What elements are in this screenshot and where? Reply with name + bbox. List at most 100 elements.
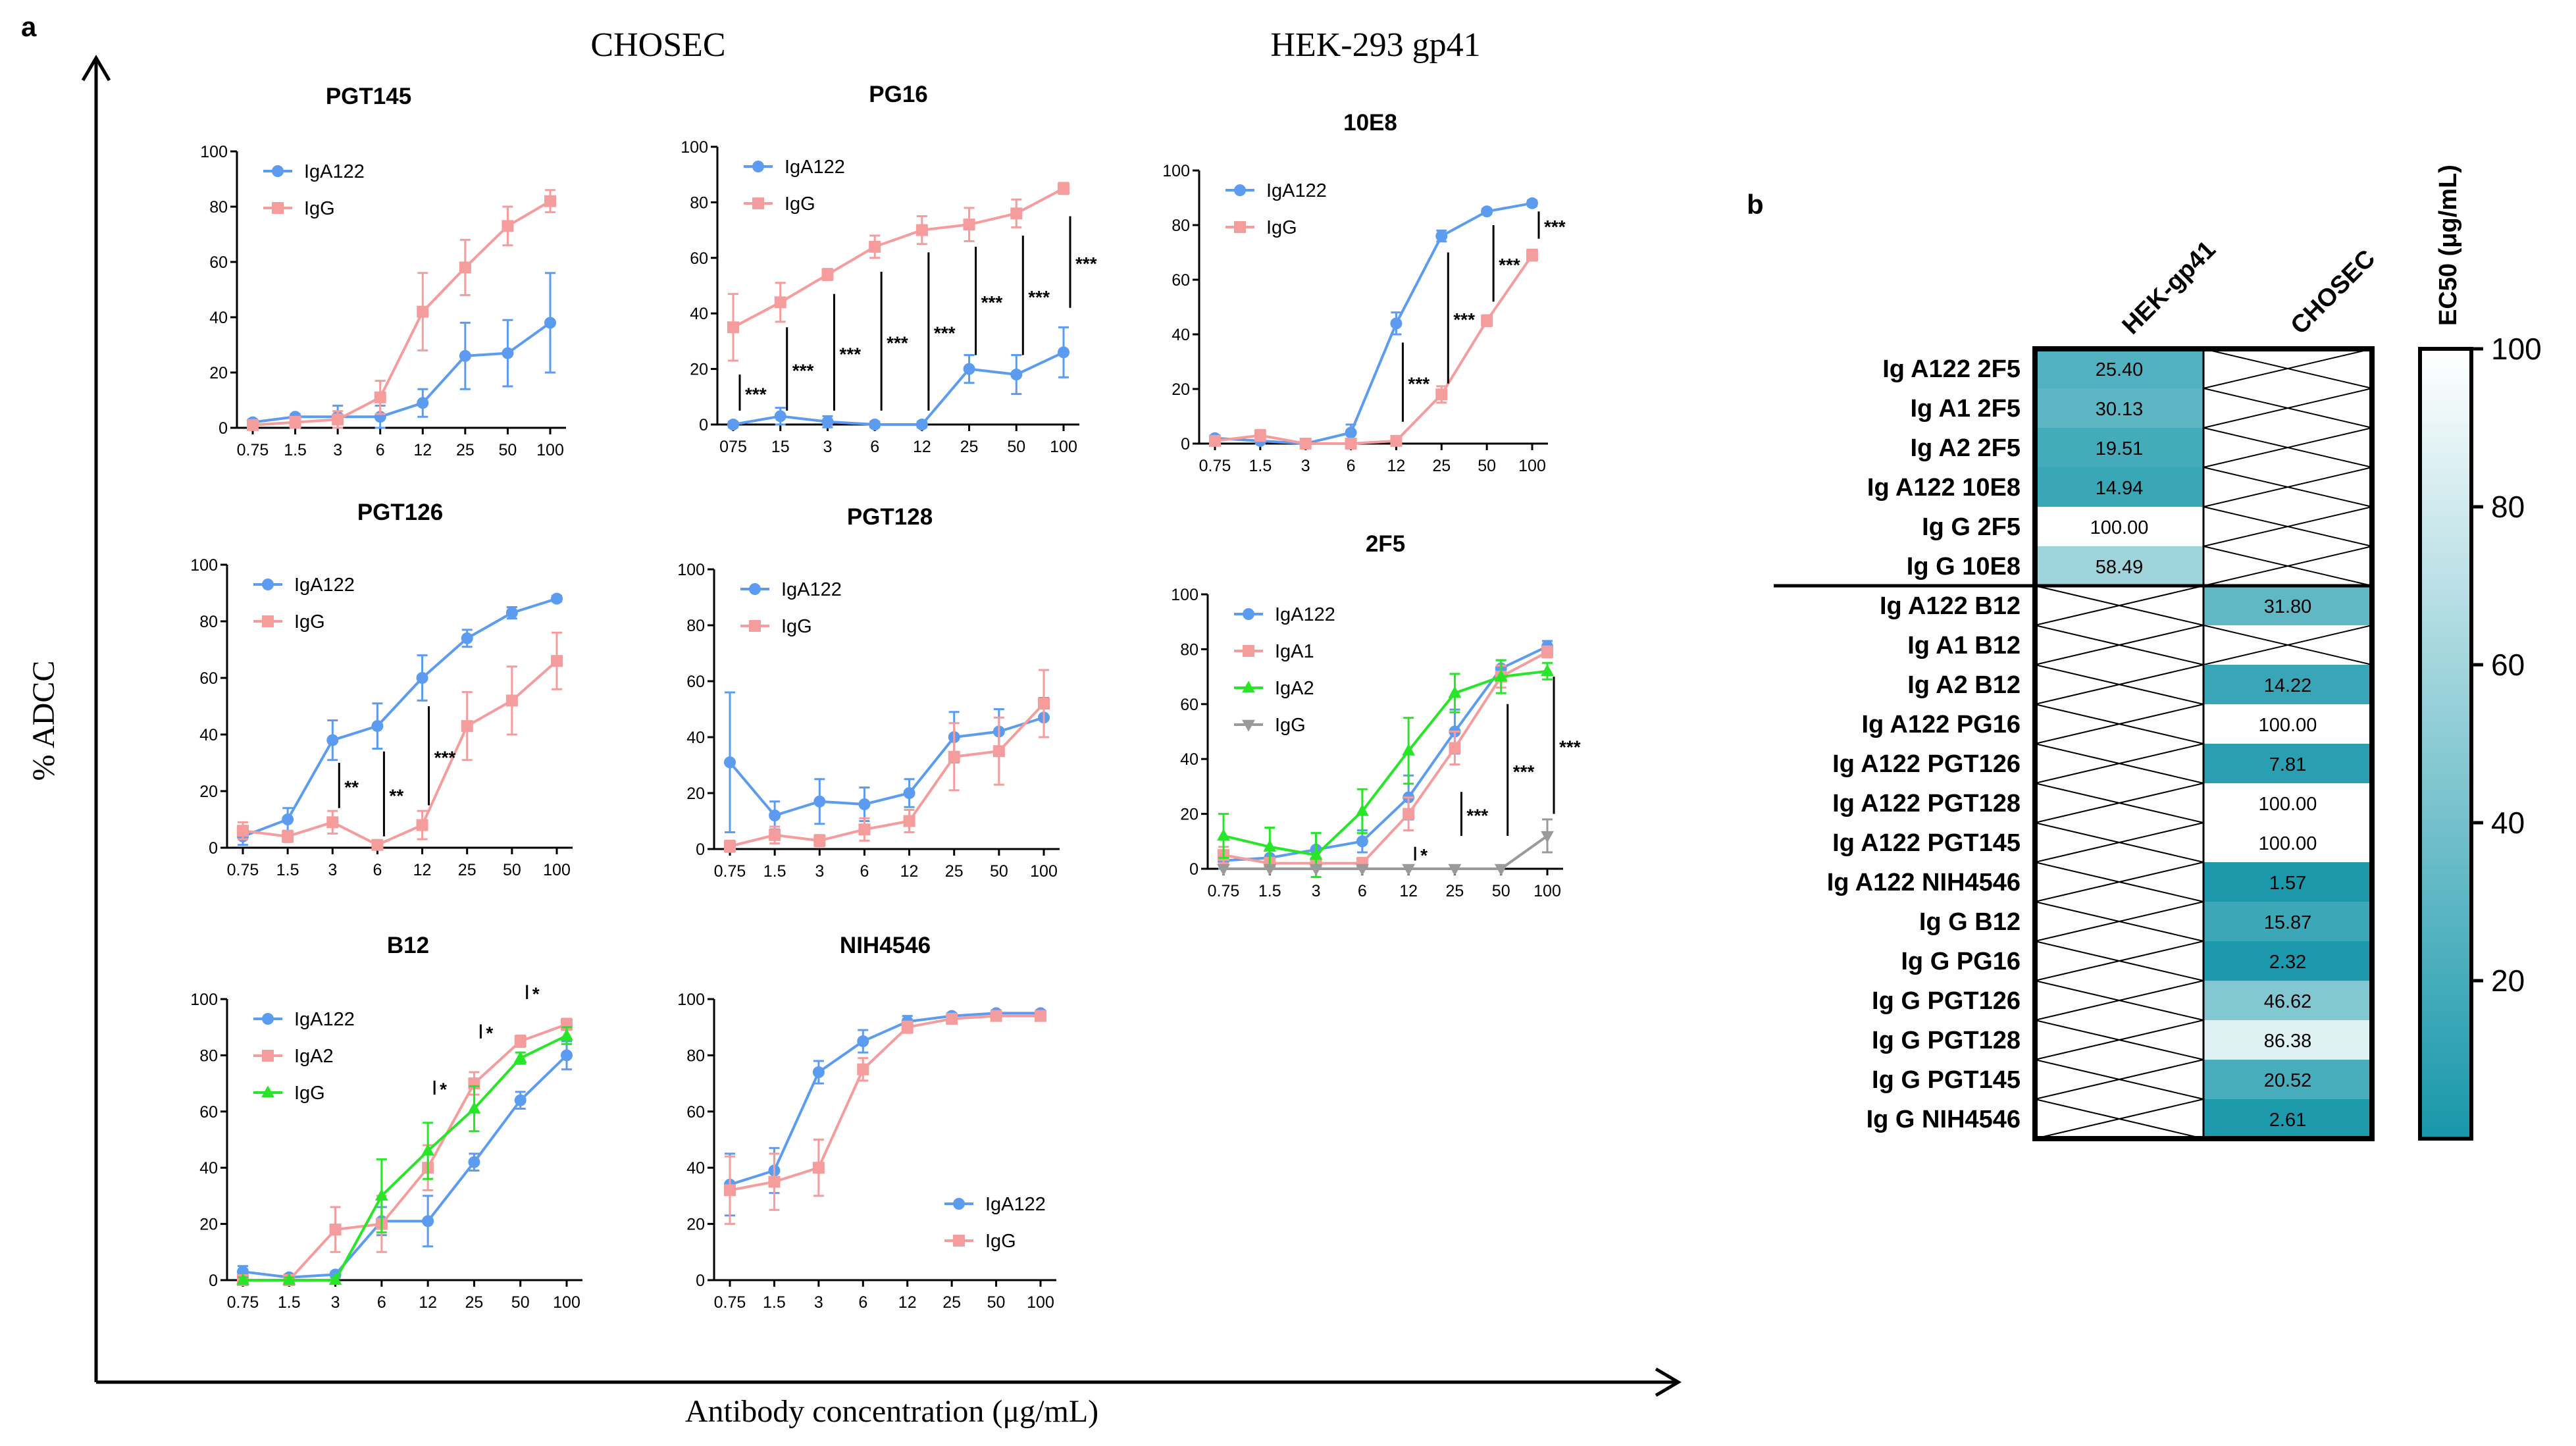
data-point — [514, 1035, 527, 1048]
x-tick-label: 075 — [719, 438, 747, 456]
x-tick-label: 25 — [942, 1293, 961, 1312]
heatmap-cross — [2034, 1059, 2204, 1100]
data-point — [1035, 1010, 1046, 1022]
legend-label: IgG — [1275, 715, 1306, 736]
significance-label: *** — [887, 332, 908, 353]
data-point — [812, 1162, 825, 1174]
y-tick-label: 80 — [686, 1046, 705, 1065]
chart-nih4546: NIH4546 0 20 40 60 80 100 0.75 1.5 3 6 12 25 50 100 IgA… — [677, 933, 1056, 1312]
series-line-iga2 — [243, 1023, 567, 1281]
data-point — [416, 672, 428, 684]
legend-marker — [262, 1013, 274, 1025]
data-point — [416, 819, 428, 831]
x-tick-label: 100 — [1050, 438, 1077, 456]
y-tick-label: 60 — [1180, 696, 1198, 714]
legend-marker — [749, 583, 761, 595]
series-line-iga122 — [1214, 201, 1533, 446]
x-tick-label: 1.5 — [1258, 882, 1281, 900]
x-tick-label: 0.75 — [227, 1293, 259, 1312]
series-line-iga122 — [729, 1012, 1041, 1186]
heatmap-row-label: Ig G B12 — [1919, 908, 2021, 936]
data-point — [505, 694, 518, 707]
data-point — [1541, 646, 1553, 658]
data-point — [551, 592, 563, 605]
y-tick-label: 0 — [209, 839, 218, 858]
heatmap-cell — [2203, 823, 2372, 862]
data-point — [1217, 864, 1230, 876]
data-point — [1448, 686, 1462, 698]
data-point — [1435, 230, 1448, 242]
data-point — [417, 305, 429, 318]
heatmap-row-label: Ig G PG16 — [1901, 948, 2021, 975]
data-point — [502, 220, 514, 232]
heatmap-cell-value: 58.49 — [2096, 557, 2144, 578]
significance-label: * — [1420, 845, 1428, 865]
legend-marker — [1243, 608, 1254, 620]
y-tick-label: 20 — [199, 1216, 218, 1234]
heatmap-row-label: Ig G PGT128 — [1872, 1027, 2021, 1054]
x-tick-label: 12 — [900, 862, 919, 881]
data-point — [813, 835, 826, 847]
significance-label: *** — [981, 292, 1003, 313]
outer-axes — [81, 55, 1682, 1397]
data-point — [1355, 864, 1369, 876]
data-point — [1435, 388, 1448, 401]
x-tick-label: 50 — [503, 861, 521, 879]
y-tick-label: 80 — [686, 617, 705, 635]
data-point — [948, 750, 960, 763]
data-point — [422, 1215, 434, 1227]
y-tick-label: 20 — [686, 1216, 705, 1234]
chart-10e8: 10E8 0 20 40 60 80 100 0.75 1.5 3 6 12 25 50 100 *** ***… — [1162, 110, 1566, 475]
group-title-chosec: CHOSEC — [590, 26, 725, 64]
legend-label: IgA122 — [304, 161, 365, 182]
heatmap-row-label: Ig A122 B12 — [1880, 592, 2021, 620]
significance-label: *** — [1559, 736, 1581, 757]
x-tick-label: 100 — [543, 861, 571, 879]
heatmap-cell-value: 100.00 — [2259, 833, 2317, 854]
data-point — [1010, 369, 1023, 381]
x-tick-label: 12 — [413, 861, 432, 879]
colorbar-tick-label: 60 — [2491, 648, 2525, 682]
y-tick-label: 100 — [200, 143, 228, 161]
data-point — [869, 419, 881, 430]
colorbar-tick-label: 80 — [2491, 490, 2525, 524]
data-point — [724, 1184, 736, 1197]
significance-label: *** — [1408, 374, 1430, 394]
data-point — [1263, 864, 1277, 876]
legend-marker — [272, 165, 284, 177]
legend-label: IgA122 — [785, 157, 845, 178]
heatmap-cell-value: 30.13 — [2096, 399, 2144, 420]
heatmap-cell — [2203, 704, 2372, 744]
x-tick-label: 3 — [814, 1293, 823, 1312]
heatmap-cell — [2203, 586, 2372, 625]
y-tick-label: 100 — [1162, 162, 1190, 180]
heatmap-row-label: Ig G NIH4546 — [1867, 1106, 2021, 1133]
legend-marker — [262, 615, 274, 627]
data-point — [1038, 698, 1050, 710]
legend-marker — [1242, 681, 1255, 693]
data-point — [1263, 839, 1277, 852]
heatmap-cross — [2034, 664, 2204, 705]
heatmap-cross — [2203, 388, 2373, 428]
y-tick-label: 100 — [681, 138, 708, 157]
data-point — [1481, 315, 1493, 327]
y-tick-label: 0 — [219, 419, 228, 438]
heatmap-row-label: Ig A122 PGT128 — [1832, 790, 2021, 817]
data-point — [326, 734, 339, 746]
chart-title: PGT145 — [326, 84, 411, 109]
y-tick-label: 40 — [686, 729, 705, 747]
heatmap-cross — [2203, 546, 2373, 586]
legend-label: IgG — [985, 1231, 1016, 1252]
legend-marker — [1234, 184, 1246, 196]
y-tick-label: 20 — [1180, 806, 1198, 824]
x-tick-label: 50 — [1478, 457, 1496, 475]
y-tick-label: 100 — [677, 991, 705, 1009]
data-point — [467, 1101, 481, 1114]
group-title-hek: HEK-293 gp41 — [1270, 26, 1480, 64]
data-point — [1526, 249, 1538, 261]
heatmap-row-label: Ig A2 2F5 — [1910, 434, 2021, 462]
chart-title: PG16 — [869, 82, 928, 107]
y-tick-label: 80 — [1180, 640, 1198, 659]
data-point — [821, 415, 834, 428]
y-tick-label: 40 — [199, 726, 218, 744]
